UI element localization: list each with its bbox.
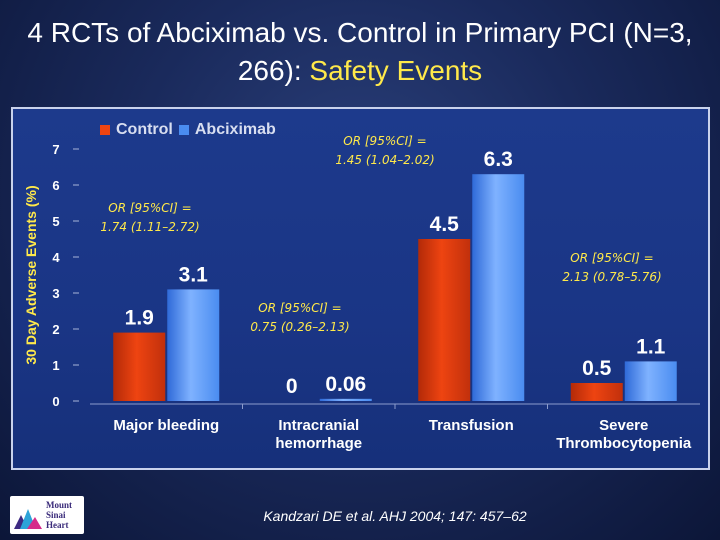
legend-swatch-control [100,125,110,135]
title-accent: Safety Events [309,55,483,86]
bar-control-0 [113,332,166,401]
x-tick-label: Major bleeding [113,417,219,434]
mount-sinai-logo: Mount Sinai Heart [10,496,84,534]
logo-line-2: Sinai [46,510,66,520]
y-axis-title: 30 Day Adverse Events (%) [23,185,39,364]
y-tick-label: 7 [52,142,59,157]
chart-legend: Control Abciximab [100,121,276,139]
data-label-abciximab: 6.3 [484,148,513,171]
x-tick-label: Intracranial [278,417,359,434]
data-label-control: 4.5 [430,213,460,236]
data-label-abciximab: 1.1 [636,335,666,358]
data-label-control: 0 [286,375,298,398]
y-tick-label: 5 [52,214,59,229]
x-tick-label: Transfusion [429,417,514,434]
legend-swatch-abciximab [178,125,189,135]
y-tick-label: 0 [52,394,59,409]
y-tick-label: 2 [52,322,59,337]
or-annotation: OR [95%CI] = [343,134,426,148]
or-annotation: 1.45 (1.04–2.02) [335,153,434,167]
bar-control-2 [418,239,471,401]
logo-line-3: Heart [46,520,69,530]
slide-title: 4 RCTs of Abciximab vs. Control in Prima… [0,14,720,90]
x-tick-label: hemorrhage [275,435,362,452]
or-annotation: OR [95%CI] = [570,251,653,265]
x-tick-label: Severe [599,417,648,434]
data-label-control: 0.5 [582,357,612,380]
bar-control-3 [570,383,623,401]
data-label-abciximab: 0.06 [325,373,366,396]
bar-abciximab-3 [624,361,677,401]
data-label-abciximab: 3.1 [179,263,209,286]
or-annotation: OR [95%CI] = [108,201,191,215]
legend-label-control: Control [116,121,173,138]
y-tick-label: 3 [52,286,59,301]
or-annotation: OR [95%CI] = [258,301,341,315]
bar-abciximab-0 [167,289,220,401]
x-tick-label: Thrombocytopenia [556,435,692,452]
mountain-logo-icon [14,509,42,529]
title-main: 4 RCTs of Abciximab vs. Control in Prima… [27,17,693,86]
data-label-control: 1.9 [125,307,154,330]
logo-line-1: Mount [46,500,73,510]
y-tick-label: 1 [52,358,59,373]
logo-text: Mount Sinai Heart [46,500,72,530]
or-annotation: 0.75 (0.26–2.13) [250,320,349,334]
y-tick-label: 4 [52,250,60,265]
legend-label-abciximab: Abciximab [194,121,276,138]
citation: Kandzari DE et al. AHJ 2004; 147: 457–62 [263,508,527,524]
bar-abciximab-1 [319,398,372,401]
chart-panel [11,107,710,470]
or-annotation: 1.74 (1.11–2.72) [100,220,199,234]
or-annotation: 2.13 (0.78–5.76) [562,270,661,284]
y-tick-label: 6 [52,178,59,193]
bar-abciximab-2 [472,174,525,401]
